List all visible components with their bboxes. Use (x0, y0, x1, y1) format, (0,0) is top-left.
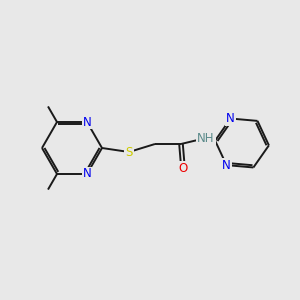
Text: O: O (178, 161, 188, 175)
Text: NH: NH (197, 131, 215, 145)
Text: S: S (125, 146, 133, 158)
Text: N: N (226, 112, 235, 125)
Text: N: N (82, 167, 91, 181)
Text: N: N (222, 159, 231, 172)
Text: N: N (82, 116, 91, 128)
